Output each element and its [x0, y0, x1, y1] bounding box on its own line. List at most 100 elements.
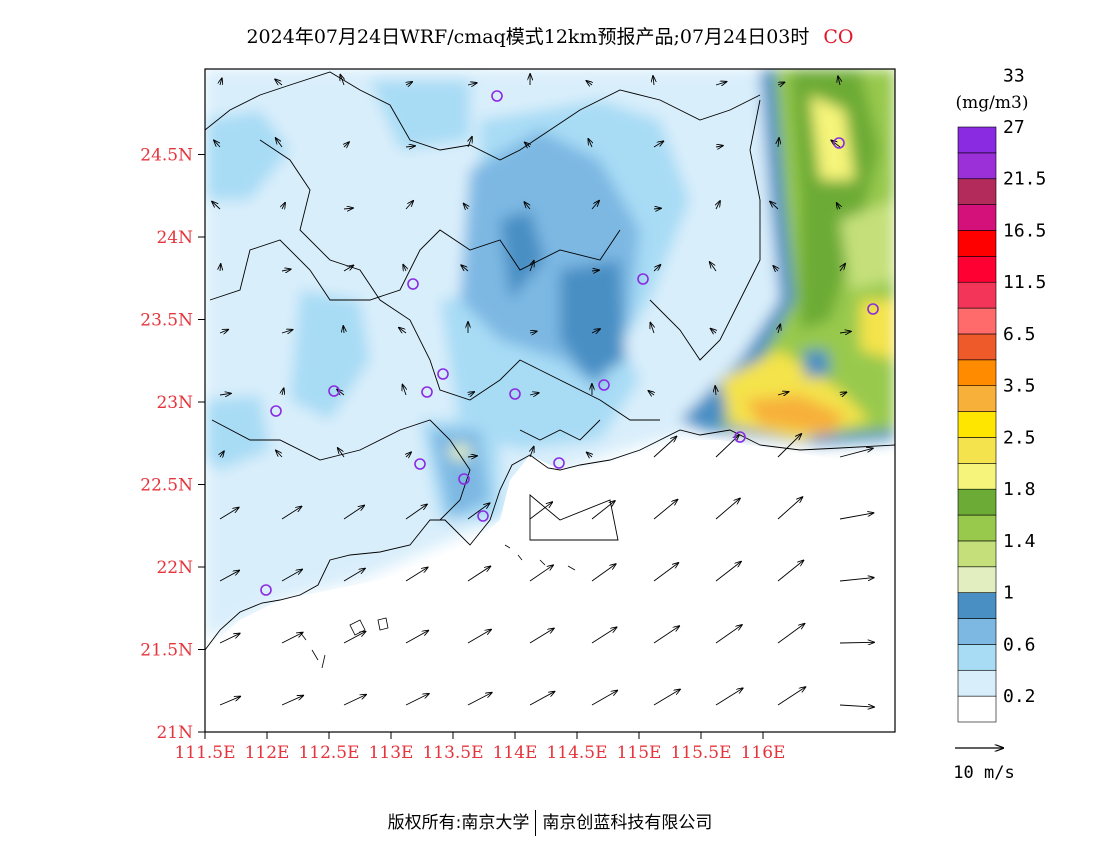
footer-copyright: 版权所有:南京大学	[387, 813, 530, 833]
wind-arrow	[343, 568, 365, 582]
wind-arrow	[653, 141, 663, 148]
title-species: CO	[823, 26, 854, 48]
wind-arrow	[461, 265, 469, 272]
wind-arrow	[591, 270, 599, 271]
legend-unit: (mg/m3)	[956, 93, 1029, 113]
wind-arrow	[405, 631, 428, 644]
station-marker	[491, 90, 503, 102]
lat-tick-label: 22.5N	[140, 476, 193, 496]
wind-arrow	[715, 562, 741, 582]
station-marker	[270, 405, 282, 417]
wind-arrow	[653, 265, 661, 272]
wind-arrow	[405, 146, 415, 147]
legend-level-label: 21.5	[1003, 169, 1046, 190]
legend-swatch	[957, 618, 997, 645]
wind-arrow	[591, 329, 600, 333]
legend-swatch	[957, 540, 997, 568]
wind-arrow	[591, 690, 617, 706]
wind-arrow	[343, 632, 366, 644]
station-marker	[867, 303, 879, 315]
wind-arrow	[467, 629, 491, 644]
wind-arrow	[212, 201, 221, 210]
wind-arrow	[530, 261, 534, 272]
wind-arrow	[653, 500, 677, 520]
lon-tick-label: 113E	[369, 743, 414, 763]
wind-arrow	[839, 578, 874, 582]
footer-company: 南京创蓝科技有限公司	[542, 813, 713, 833]
lat-tick-label: 23N	[156, 393, 193, 413]
legend-swatch	[957, 204, 997, 231]
wind-arrow	[468, 137, 472, 148]
legend-swatch	[957, 463, 997, 490]
wind-arrow	[715, 146, 723, 147]
legend-level-label: 0.6	[1003, 634, 1036, 655]
legend-level-label: 0.2	[1003, 686, 1036, 707]
wind-arrow	[219, 508, 239, 520]
wind-arrow	[467, 456, 477, 457]
legend-swatch	[957, 333, 997, 361]
wind-arrow	[653, 563, 678, 582]
wind-arrow	[840, 264, 845, 272]
wind-arrow	[524, 202, 530, 210]
wind-arrow	[467, 83, 477, 85]
wind-arrow	[529, 393, 539, 395]
wind-arrow	[653, 208, 661, 209]
legend-swatch	[957, 592, 997, 619]
legend-level-label: 11.5	[1003, 272, 1046, 293]
wind-arrow	[839, 513, 873, 520]
wind-arrow	[344, 142, 349, 147]
wind-arrow	[343, 505, 364, 520]
wind-arrow	[777, 687, 805, 706]
wind-arrow	[778, 138, 779, 148]
wind-arrow	[219, 330, 228, 333]
wind-arrow	[715, 386, 716, 396]
wind-arrow	[529, 565, 553, 582]
legend-swatch	[957, 178, 997, 205]
legend-swatch	[957, 281, 997, 309]
wind-arrow	[403, 265, 406, 271]
wind-arrow	[525, 142, 530, 147]
title-main: 2024年07月24日WRF/cmaq模式12km预报产品;07月24日03时	[246, 26, 810, 48]
wind-arrow	[402, 385, 406, 396]
legend-swatch	[957, 411, 997, 438]
wind-arrow	[219, 696, 240, 706]
lon-tick-label: 112E	[245, 743, 290, 763]
wind-arrow	[530, 447, 534, 458]
station-marker	[637, 273, 649, 285]
wind-arrow	[406, 452, 411, 457]
wind-arrow	[468, 392, 474, 395]
legend-swatch	[957, 437, 997, 464]
wind-arrow	[591, 201, 599, 210]
wind-arrow	[650, 323, 654, 334]
station-marker	[833, 137, 845, 149]
station-marker	[421, 386, 433, 398]
station-marker	[458, 473, 470, 485]
wind-arrow	[467, 693, 492, 706]
legend-swatch	[957, 695, 997, 723]
wind-arrow	[220, 78, 222, 86]
wind-arrow	[710, 262, 717, 272]
wind-arrow	[281, 632, 303, 644]
wind-arrow	[281, 506, 302, 520]
plot-frame	[204, 68, 896, 733]
longitude-axis: 111.5E 112E 112.5E 113E 113.5E 114E 114.5E 115E…	[174, 732, 785, 763]
lat-tick-label: 23.5N	[140, 311, 193, 331]
wind-arrow	[591, 501, 615, 520]
wind-arrow	[467, 566, 490, 582]
wind-vectors	[212, 74, 874, 707]
lat-tick-label: 22N	[156, 558, 193, 578]
wind-arrow	[653, 437, 676, 458]
wind-arrow	[276, 138, 283, 148]
footer-separator	[535, 810, 537, 836]
lat-tick-label: 21N	[156, 723, 193, 743]
wind-arrow	[839, 705, 874, 707]
wind-arrow	[711, 329, 716, 333]
legend-swatch	[957, 256, 997, 283]
wind-arrow	[220, 451, 224, 457]
wind-arrow	[715, 688, 743, 706]
wind-arrow	[405, 504, 427, 520]
legend-level-label: 1.8	[1003, 479, 1036, 500]
wind-arrow	[715, 625, 742, 644]
wind-arrow	[588, 139, 592, 148]
legend-level-label: 6.5	[1003, 324, 1036, 345]
